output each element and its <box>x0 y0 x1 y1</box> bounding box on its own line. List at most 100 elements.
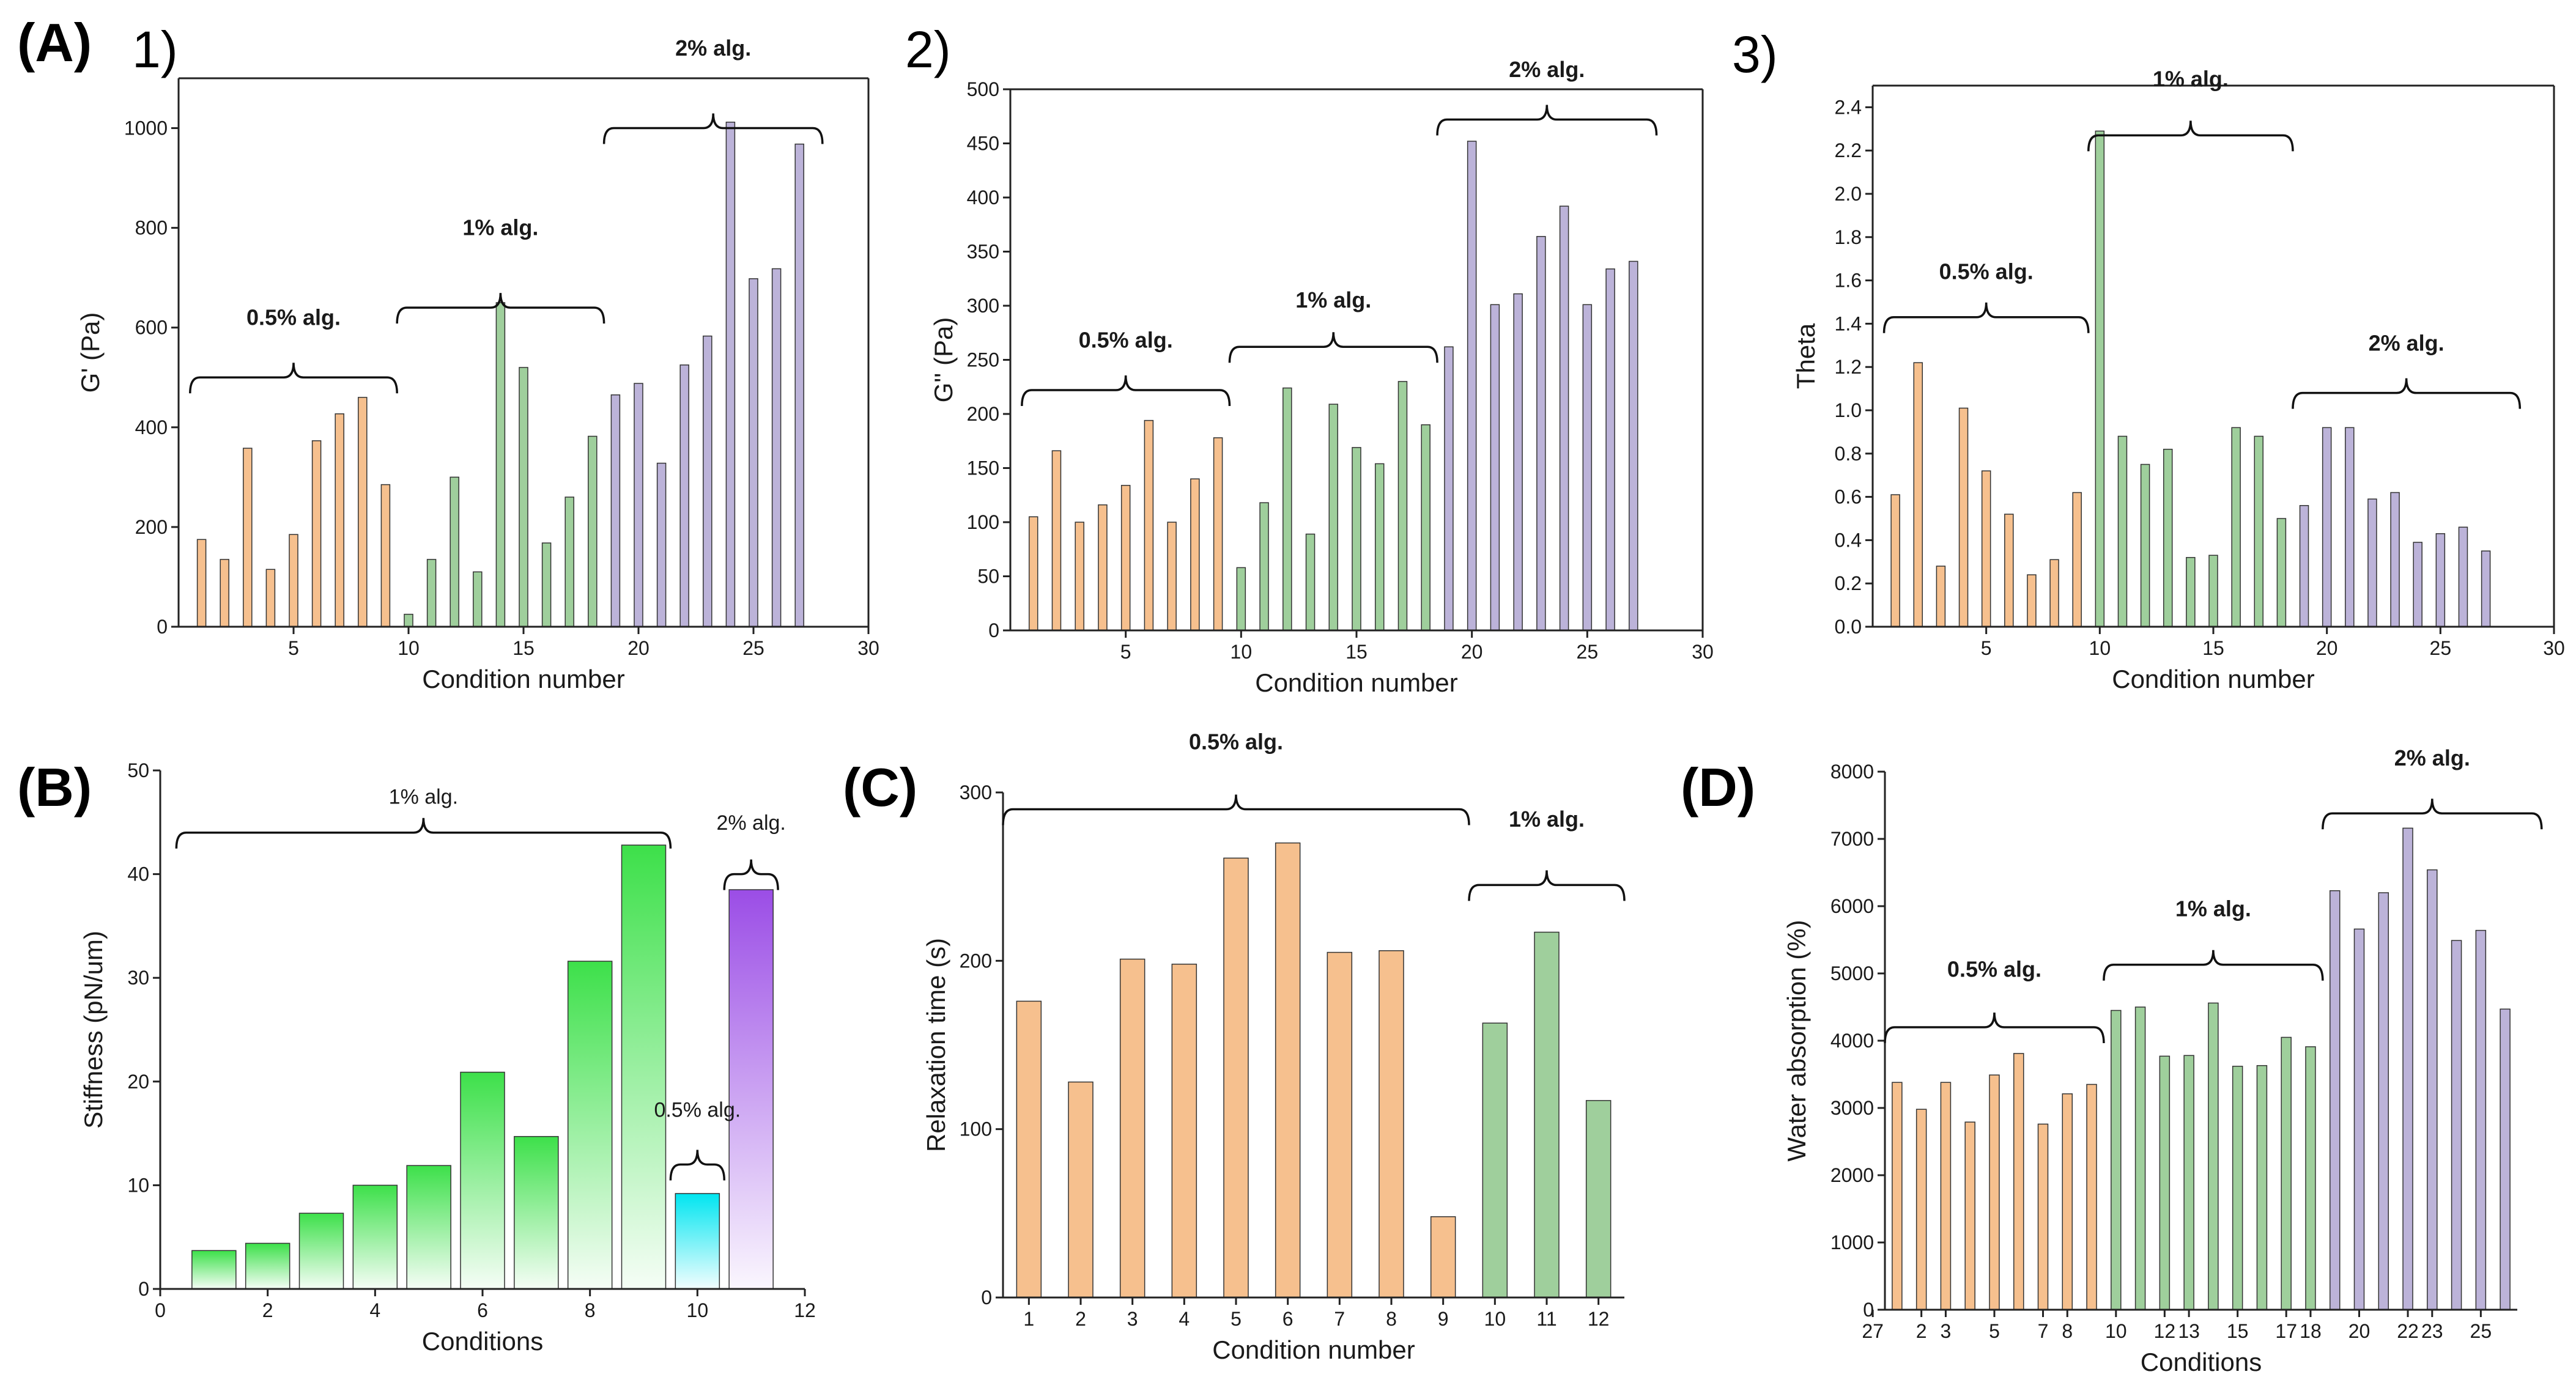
bar-C-10 <box>1482 1022 1508 1298</box>
bar-A3-7 <box>2027 574 2037 627</box>
bar-B-5 <box>406 1165 451 1290</box>
bar-A2-24 <box>1559 205 1569 631</box>
bar-A3-22 <box>2367 498 2377 627</box>
group-label: 2% alg. <box>675 35 751 61</box>
group-bracket <box>723 859 779 890</box>
group-bracket <box>2322 799 2543 830</box>
y-tick-label: 400 <box>967 186 999 209</box>
bar-A1-11 <box>426 559 437 627</box>
bar-A1-18 <box>588 435 598 627</box>
x-tick-label: 23 <box>2421 1320 2443 1342</box>
y-tick-label: 350 <box>967 241 999 263</box>
x-tick-label: 22 <box>2397 1320 2419 1342</box>
bar-A3-21 <box>2345 427 2355 627</box>
bar-B-9 <box>621 844 667 1290</box>
x-tick-label: 5 <box>1981 637 1992 659</box>
bar-A2-12 <box>1282 387 1292 631</box>
bar-A1-19 <box>610 394 621 627</box>
bar-A2-22 <box>1513 293 1523 631</box>
x-axis-label: Conditions <box>422 1327 543 1356</box>
subplot-3-number: 3) <box>1732 26 1778 83</box>
group-bracket <box>2103 950 2324 981</box>
y-tick-label: 20 <box>127 1071 149 1093</box>
bar-A3-18 <box>2276 518 2287 627</box>
bar-A3-3 <box>1936 566 1946 627</box>
bar-D-24 <box>2451 940 2462 1310</box>
x-tick-label: 10 <box>687 1299 709 1321</box>
y-axis-label: Theta <box>1791 323 1820 389</box>
y-tick-label: 6000 <box>1830 895 1874 917</box>
bar-B-4 <box>352 1184 398 1290</box>
bar-A1-17 <box>564 496 574 627</box>
bar-D-6 <box>2013 1053 2024 1310</box>
group-label: 1% alg. <box>462 215 538 240</box>
y-tick-label: 2.4 <box>1835 96 1862 118</box>
y-axis-label: G' (Pa) <box>76 312 105 393</box>
x-tick-label: 9 <box>1438 1308 1449 1330</box>
group-bracket <box>1468 870 1626 901</box>
group-bracket <box>1021 375 1231 407</box>
subplot-1-number: 1) <box>132 21 178 78</box>
x-tick-label: 15 <box>513 637 535 659</box>
y-tick-label: 0 <box>138 1278 149 1300</box>
x-tick-label: 6 <box>1282 1308 1294 1330</box>
group-label: 1% alg. <box>1509 807 1585 832</box>
bar-D-10 <box>2111 1010 2122 1310</box>
x-tick-label: 7 <box>2038 1320 2049 1342</box>
x-tick-label: 10 <box>398 637 420 659</box>
panel-c-label: (C) <box>843 757 917 818</box>
group-bracket <box>175 818 672 849</box>
bar-A1-4 <box>265 569 276 627</box>
group-label: 1% alg. <box>2153 66 2229 91</box>
bar-A1-22 <box>679 364 689 627</box>
bar-A2-6 <box>1144 419 1154 631</box>
x-tick-label: 30 <box>2543 637 2565 659</box>
bar-B-2 <box>245 1242 291 1290</box>
chart-D: 0 1000 2000 3000 4000 5000 6000 7000 8000 2 3 5 7 8 10… <box>1782 745 2543 1376</box>
bar-C-3 <box>1119 958 1146 1298</box>
x-tick-label: 5 <box>1231 1308 1242 1330</box>
group-bracket <box>2292 378 2522 409</box>
x-tick-label: 11 <box>1536 1308 1556 1330</box>
x-tick-label: 25 <box>742 637 764 659</box>
bar-A2-11 <box>1259 502 1269 631</box>
y-tick-label: 40 <box>127 863 149 885</box>
x-axis-label: Condition number <box>422 665 625 693</box>
x-tick-label: 2 <box>1916 1320 1927 1342</box>
x-tick-label: 10 <box>2105 1320 2127 1342</box>
bar-A2-9 <box>1213 437 1223 631</box>
bar-D-21 <box>2378 892 2389 1310</box>
x-tick-label: 2 <box>262 1299 273 1321</box>
group-label: 1% alg. <box>389 785 458 808</box>
x-tick-label: 7 <box>1334 1308 1345 1330</box>
bar-A1-27 <box>794 143 804 627</box>
chart-B: 0 10 20 30 40 50 0 2 4 6 8 10 12 Conditions Stiffness … <box>79 759 816 1356</box>
bar-A3-8 <box>2049 559 2059 627</box>
bar-A1-9 <box>380 484 391 627</box>
group-label: 0.5% alg. <box>1079 328 1173 353</box>
group-bracket <box>1882 302 2090 333</box>
group-label: 2% alg. <box>2394 745 2470 770</box>
bar-D-19 <box>2329 890 2341 1310</box>
y-tick-label: 500 <box>967 78 999 100</box>
bar-A3-23 <box>2390 492 2400 627</box>
y-tick-label: 400 <box>135 416 168 438</box>
x-tick-label: 5 <box>1120 641 1131 663</box>
x-tick-label: 2 <box>1075 1308 1086 1330</box>
bar-A2-2 <box>1051 450 1062 631</box>
bar-D-15 <box>2232 1066 2243 1310</box>
bar-D-16 <box>2256 1065 2268 1310</box>
bar-C-7 <box>1327 951 1353 1298</box>
bar-D-22 <box>2402 827 2413 1310</box>
bar-A3-26 <box>2458 526 2468 627</box>
bar-A2-7 <box>1167 522 1177 631</box>
y-tick-label: 250 <box>967 349 999 371</box>
bar-D-8 <box>2062 1093 2073 1310</box>
group-label: 0.5% alg. <box>1189 729 1283 754</box>
bar-A1-23 <box>703 335 712 627</box>
x-tick-label: 10 <box>2089 637 2111 659</box>
y-tick-label: 0 <box>988 619 999 641</box>
bar-A3-19 <box>2299 505 2309 627</box>
bar-D-25 <box>2475 929 2487 1310</box>
